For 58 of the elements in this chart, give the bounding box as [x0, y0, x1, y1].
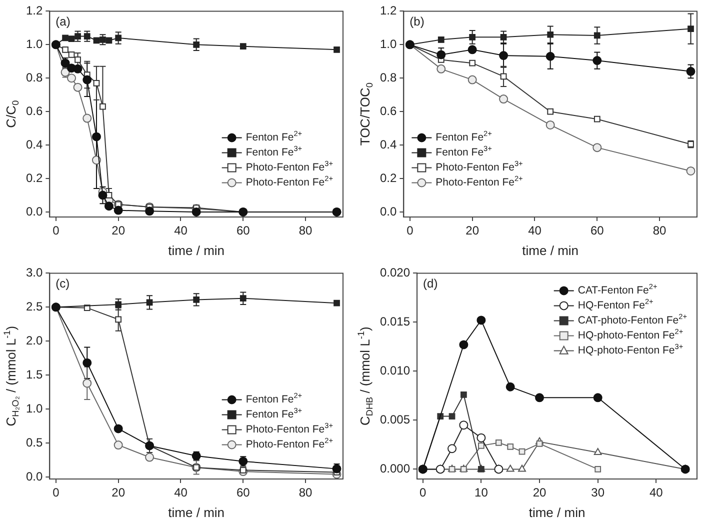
x-tick-label: 0: [52, 486, 60, 500]
y-tick-label: 1.0: [26, 36, 43, 51]
x-tick-label: 80: [298, 224, 313, 238]
y-tick-label: 1.2: [380, 4, 397, 18]
y-tick-label: 0.4: [380, 137, 397, 152]
y-axis-title: CDHB / (mmol L-1): [356, 326, 374, 426]
x-tick-label: 0: [406, 224, 414, 238]
annotation: (c): [56, 276, 70, 291]
y-tick-label: 0.2: [26, 170, 43, 185]
x-tick-label: 20: [532, 486, 547, 500]
x-tick-label: 0: [420, 486, 427, 500]
y-axis-title: TOC/TOC0: [358, 82, 374, 146]
y-axis-title: C/C0: [4, 100, 20, 128]
y-tick-label: 1.2: [26, 4, 43, 18]
y-tick-label: 3.0: [26, 266, 43, 280]
x-tick-label: 40: [649, 486, 664, 500]
y-tick-label: 0.010: [380, 364, 410, 378]
y-axis-title: CH₂O₂ / (mmol L-1): [2, 326, 20, 426]
y-tick-label: 0.6: [26, 104, 43, 118]
annotation: (b): [410, 14, 424, 29]
x-tick-label: 40: [174, 224, 188, 238]
y-tick-label: 1.5: [26, 367, 43, 382]
y-tick-label: 0.000: [380, 462, 410, 476]
x-tick-label: 0: [52, 224, 60, 238]
x-axis-title: time / min: [168, 242, 225, 258]
y-tick-label: 0.015: [380, 314, 410, 329]
x-tick-label: 80: [652, 224, 667, 238]
annotation: (a): [56, 14, 70, 29]
y-tick-label: 0.0: [380, 204, 397, 218]
y-tick-label: 0.020: [380, 266, 410, 280]
x-axis-title: time / min: [168, 504, 225, 520]
y-tick-label: 0.2: [380, 170, 397, 185]
y-tick-label: 1.0: [26, 401, 43, 416]
x-tick-label: 80: [298, 486, 313, 500]
y-tick-label: 0.005: [380, 412, 410, 427]
y-tick-label: 0.8: [380, 70, 397, 84]
x-tick-label: 20: [466, 224, 480, 238]
x-axis-title: time / min: [528, 504, 586, 520]
y-tick-label: 0.0: [26, 469, 43, 484]
y-tick-label: 2.0: [26, 333, 43, 348]
y-tick-label: 0.8: [26, 70, 43, 84]
x-tick-label: 20: [112, 486, 126, 500]
x-axis-title: time / min: [522, 242, 579, 258]
y-tick-label: 0.0: [26, 204, 43, 218]
y-tick-label: 0.5: [26, 435, 43, 450]
y-tick-label: 2.5: [26, 299, 43, 314]
annotation: (d): [423, 276, 438, 291]
x-tick-label: 40: [528, 224, 542, 238]
x-tick-label: 20: [112, 224, 126, 238]
y-tick-label: 0.4: [26, 137, 43, 152]
x-tick-label: 60: [236, 486, 250, 500]
x-tick-label: 10: [474, 486, 488, 500]
x-tick-label: 60: [236, 224, 250, 238]
x-tick-label: 30: [591, 486, 605, 500]
y-tick-label: 0.6: [380, 104, 397, 118]
x-tick-label: 60: [590, 224, 604, 238]
y-tick-label: 1.0: [380, 36, 397, 51]
x-tick-label: 40: [174, 486, 188, 500]
